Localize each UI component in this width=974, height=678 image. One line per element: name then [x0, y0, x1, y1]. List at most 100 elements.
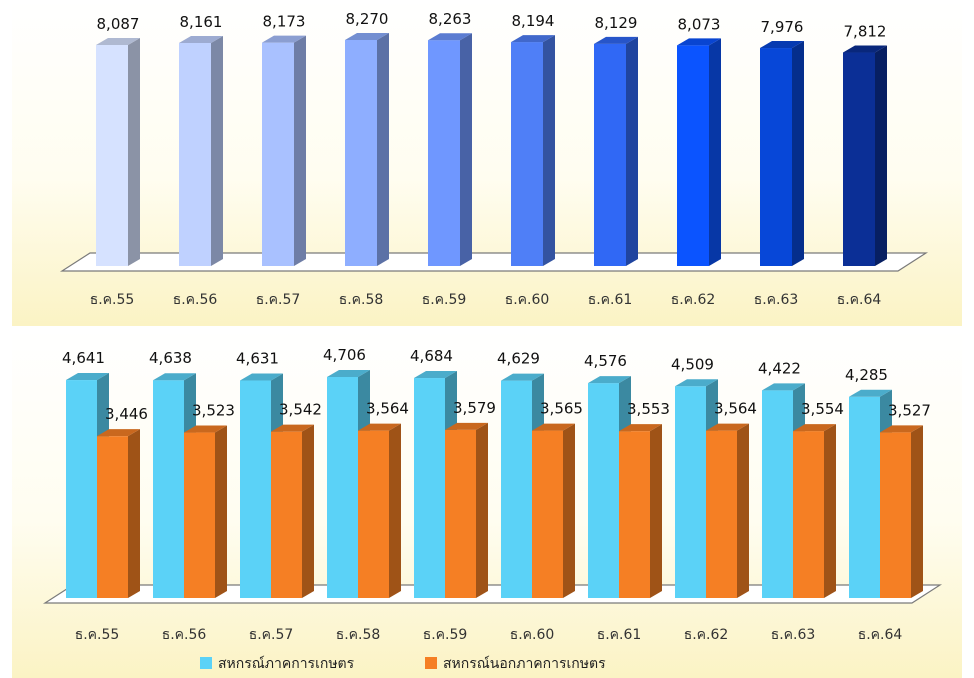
bar-s0-4-top — [414, 371, 457, 379]
x-tick-label: ธ.ค.61 — [588, 292, 633, 308]
data-label: 4,285 — [845, 366, 888, 384]
bar-s1-7-side — [737, 423, 749, 598]
legend-label: สหกรณ์ภาคการเกษตร — [218, 655, 355, 672]
bar-s1-8 — [793, 424, 836, 598]
bar-2-front — [262, 42, 294, 266]
bar-s1-1-top — [184, 425, 227, 433]
bar-s0-5-top — [501, 373, 544, 381]
bar-s1-6 — [619, 424, 662, 598]
bar-8-top — [760, 41, 804, 49]
bar-0 — [96, 38, 140, 266]
x-tick-label: ธ.ค.59 — [423, 627, 468, 643]
bar-s0-0-top — [66, 373, 109, 381]
bar-6 — [594, 36, 638, 266]
data-label: 3,446 — [105, 405, 148, 423]
bar-s1-6-side — [650, 424, 662, 598]
data-label: 3,554 — [801, 400, 844, 418]
x-tick-label: ธ.ค.62 — [671, 292, 716, 308]
data-label: 4,638 — [149, 349, 192, 367]
bar-s1-2-front — [271, 431, 302, 598]
bar-1-front — [179, 42, 211, 267]
x-tick-label: ธ.ค.57 — [249, 627, 294, 643]
bar-s1-2-side — [302, 424, 314, 598]
bar-2-top — [262, 35, 306, 43]
data-label: 4,509 — [671, 355, 714, 373]
legend-item: สหกรณ์ภาคการเกษตร — [200, 655, 355, 672]
x-tick-label: ธ.ค.61 — [597, 627, 642, 643]
bar-7-top — [677, 38, 721, 46]
bar-3-front — [345, 40, 377, 266]
data-label: 3,527 — [888, 401, 931, 419]
bar-s1-5-top — [532, 423, 575, 431]
data-label: 3,565 — [540, 400, 583, 418]
bar-s1-8-side — [824, 424, 836, 598]
data-label: 3,553 — [627, 400, 670, 418]
bar-s1-6-front — [619, 431, 650, 598]
bar-s1-9-side — [911, 425, 923, 598]
data-label: 3,564 — [366, 400, 409, 418]
bar-s1-4-side — [476, 422, 488, 598]
x-tick-label: ธ.ค.64 — [837, 292, 882, 308]
data-label: 4,631 — [236, 350, 279, 368]
bar-s1-3-front — [358, 430, 389, 598]
data-label: 8,087 — [97, 15, 140, 33]
x-tick-label: ธ.ค.64 — [858, 627, 903, 643]
bar-3-top — [345, 33, 389, 40]
bar-0-top — [96, 38, 140, 46]
bar-8 — [760, 41, 804, 267]
chart-background — [12, 0, 962, 326]
bar-4 — [428, 33, 472, 266]
x-tick-label: ธ.ค.55 — [90, 292, 135, 308]
bar-s1-1-side — [215, 425, 227, 598]
bar-s1-7-front — [706, 430, 737, 598]
bar-s1-9-front — [880, 432, 911, 598]
bar-s0-7-front — [675, 386, 706, 598]
bar-3-side — [377, 33, 389, 266]
bar-7 — [677, 38, 721, 266]
bar-6-top — [594, 36, 638, 44]
data-label: 8,173 — [263, 13, 306, 31]
data-label: 4,422 — [758, 359, 801, 377]
bar-s1-3-top — [358, 423, 401, 431]
bar-9-top — [843, 45, 887, 53]
bar-2-side — [294, 35, 306, 266]
bar-0-side — [128, 38, 140, 266]
bar-s0-1-top — [153, 373, 196, 381]
data-label: 8,073 — [678, 15, 721, 33]
data-label: 3,564 — [714, 400, 757, 418]
x-tick-label: ธ.ค.56 — [173, 292, 218, 308]
bar-s1-5 — [532, 423, 575, 598]
bar-s0-8-top — [762, 383, 805, 391]
bar-s0-2-top — [240, 373, 283, 381]
bar-7-front — [677, 45, 709, 266]
bar-s0-0-front — [66, 380, 97, 598]
x-tick-label: ธ.ค.60 — [510, 627, 555, 643]
data-label: 8,129 — [595, 14, 638, 32]
bar-s0-7-top — [675, 379, 718, 387]
x-tick-label: ธ.ค.63 — [754, 292, 799, 308]
bar-s1-9-top — [880, 425, 923, 433]
bar-4-top — [428, 33, 472, 41]
bar-5-side — [543, 35, 555, 266]
x-tick-label: ธ.ค.56 — [162, 627, 207, 643]
bar-s0-9-front — [849, 396, 880, 598]
bar-s1-3-side — [389, 423, 401, 598]
bar-s0-8-front — [762, 390, 793, 598]
x-tick-label: ธ.ค.58 — [339, 292, 384, 308]
bar-s1-7-top — [706, 423, 749, 431]
data-label: 3,523 — [192, 402, 235, 420]
bar-s1-4 — [445, 422, 488, 598]
data-label: 4,576 — [584, 352, 627, 370]
bar-s0-4-front — [414, 378, 445, 598]
data-label: 4,684 — [410, 347, 453, 365]
bar-8-side — [792, 41, 804, 267]
bar-3 — [345, 33, 389, 266]
bar-s1-0-top — [97, 429, 140, 437]
bar-4-front — [428, 40, 460, 266]
x-tick-label: ธ.ค.63 — [771, 627, 816, 643]
x-tick-label: ธ.ค.58 — [336, 627, 381, 643]
bar-s1-5-side — [563, 423, 575, 598]
data-label: 7,812 — [844, 23, 887, 41]
bar-1 — [179, 35, 223, 267]
x-tick-label: ธ.ค.62 — [684, 627, 729, 643]
